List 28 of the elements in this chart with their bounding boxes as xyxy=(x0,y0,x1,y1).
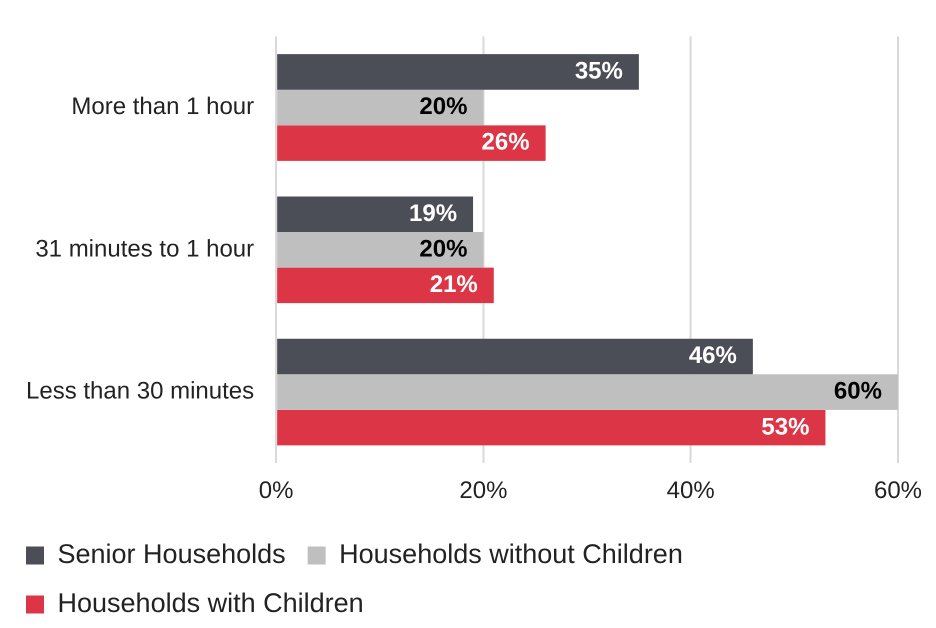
data-label: 60% xyxy=(834,378,882,405)
x-tick-label: 0% xyxy=(258,477,294,504)
data-label: 21% xyxy=(430,270,478,298)
data-label: 46% xyxy=(688,342,737,370)
bar xyxy=(277,232,484,268)
bar xyxy=(277,410,826,446)
bar xyxy=(277,54,639,90)
y-tick-label: Less than 30 minutes xyxy=(26,378,254,405)
bar xyxy=(277,196,474,232)
bar xyxy=(277,125,546,161)
legend-label: Households without Children xyxy=(339,538,683,569)
data-label: 35% xyxy=(574,58,623,85)
x-tick-label: 20% xyxy=(459,477,508,504)
bar xyxy=(277,90,484,126)
x-tick-label: 60% xyxy=(874,477,922,504)
x-tick-label: 40% xyxy=(666,477,715,504)
data-label: 53% xyxy=(761,413,810,440)
data-label: 20% xyxy=(419,93,468,120)
y-tick-label: 31 minutes to 1 hour xyxy=(35,235,254,262)
bar xyxy=(277,338,753,374)
legend-label: Senior Households xyxy=(58,538,286,569)
legend-label: Households with Children xyxy=(58,588,364,618)
data-label: 19% xyxy=(409,200,458,227)
bar xyxy=(277,374,898,410)
data-label: 20% xyxy=(419,235,468,262)
bar xyxy=(277,268,494,304)
data-label: 26% xyxy=(482,128,530,156)
y-tick-label: More than 1 hour xyxy=(71,93,254,120)
